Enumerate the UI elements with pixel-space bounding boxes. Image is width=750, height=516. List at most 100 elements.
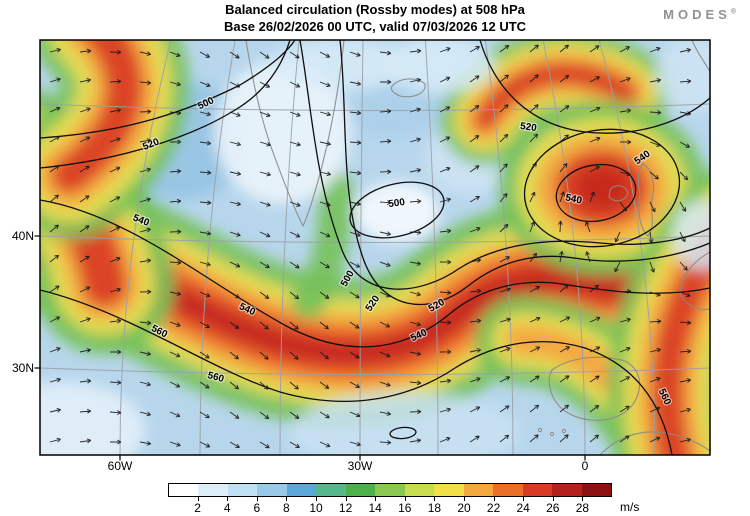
colorbar-tick-label: 4 <box>223 501 231 515</box>
colorbar-tick-label: 10 <box>309 501 323 515</box>
meridian-line <box>598 40 656 455</box>
colorbar-tick <box>582 497 584 501</box>
colorbar-tick-label: 8 <box>283 501 290 515</box>
map-panel: 500 520 540 540 540 560 560 560 520 520 500 500 540 5… <box>34 39 711 461</box>
colorbar-cells <box>168 483 612 497</box>
speed-blob <box>385 40 495 93</box>
colorbar-tick-label: 28 <box>575 501 590 515</box>
modes-logo-text: MODES <box>663 7 731 22</box>
speed-band <box>474 62 636 131</box>
colorbar-tick <box>316 497 317 501</box>
colorbar-tick <box>345 497 347 501</box>
colorbar-tick <box>256 497 258 501</box>
colorbar-tick-label: 24 <box>516 501 530 515</box>
speed-blob <box>270 40 410 91</box>
colorbar-tick-label: 16 <box>398 501 412 515</box>
island <box>549 431 555 437</box>
meridian-line <box>484 40 514 455</box>
meridian-line <box>119 40 172 455</box>
axis-tick-layer <box>34 235 586 461</box>
lat-tick-label: 40N <box>11 229 34 243</box>
modes-logo-mark: ® <box>730 8 736 16</box>
speed-band <box>651 229 710 455</box>
colorbar-cell <box>522 484 553 496</box>
height-contour <box>40 40 296 139</box>
colorbar-tick-label: 22 <box>486 501 501 515</box>
colorbar-cell <box>257 484 287 496</box>
colorbar-cell <box>404 484 435 496</box>
lon-tick-label: 0 <box>581 459 589 473</box>
meridian-line <box>359 40 364 455</box>
coastline <box>599 431 710 455</box>
colorbar: m/s 2 4 6 8 10 12 14 16 18 20 22 24 26 28 <box>168 483 639 515</box>
meridian-line <box>279 40 300 455</box>
colorbar-tick-label: 12 <box>338 501 353 515</box>
speed-blob <box>40 382 145 455</box>
colorbar-tick <box>434 497 436 501</box>
colorbar-tick-label: 2 <box>194 501 201 515</box>
colorbar-tick <box>404 497 406 501</box>
contour-label: 520 <box>519 121 537 134</box>
contour-label: 540 <box>564 192 583 206</box>
colorbar-tick <box>523 497 525 501</box>
colorbar-tick <box>375 497 377 501</box>
colorbar-tick-label: 18 <box>427 501 442 515</box>
height-contour <box>479 40 710 134</box>
chart-subtitle: Base 26/02/2026 00 UTC, valid 07/03/2026… <box>223 19 527 34</box>
colorbar-cell <box>434 484 464 496</box>
colorbar-unit-label: m/s <box>620 500 640 514</box>
modes-logo: MODES® <box>663 7 736 22</box>
contour-label: 500 <box>388 197 406 210</box>
height-contour <box>389 426 417 440</box>
parallel-line <box>40 103 710 111</box>
coastline <box>691 40 710 73</box>
height-contour <box>40 289 673 455</box>
colorbar-cell <box>493 484 523 496</box>
speed-band <box>291 171 353 319</box>
colorbar-tick-label: 26 <box>546 501 560 515</box>
colorbar-cell <box>286 484 317 496</box>
coastline <box>680 251 710 311</box>
colorbar-cell <box>227 484 258 496</box>
height-contour <box>523 128 681 248</box>
lat-tick-label: 30N <box>11 361 34 375</box>
colorbar-tick <box>493 497 495 501</box>
colorbar-cell <box>463 484 494 496</box>
height-contour <box>40 199 710 348</box>
speed-blob <box>655 40 710 113</box>
colorbar-tick <box>286 497 288 501</box>
coastline <box>390 78 426 98</box>
coastline <box>637 163 655 237</box>
colorbar-tick <box>227 497 229 501</box>
map-frame <box>39 39 711 456</box>
meridian-line <box>199 40 236 455</box>
meridian-line <box>542 40 586 455</box>
lon-tick-label: 30W <box>347 459 373 473</box>
height-contour <box>339 40 710 306</box>
speed-blob <box>672 200 710 270</box>
colorbar-tick-label: 6 <box>253 501 261 515</box>
island <box>537 427 543 433</box>
chart-title: Balanced circulation (Rossby modes) at 5… <box>225 2 525 17</box>
wind-arrows <box>49 44 692 449</box>
colorbar-tick <box>552 497 554 501</box>
speed-blob <box>355 182 439 242</box>
height-contour <box>349 181 445 239</box>
colorbar-tick <box>464 497 465 501</box>
island <box>561 428 567 434</box>
parallel-line <box>40 367 710 375</box>
colorbar-cell <box>169 484 199 496</box>
wind-arrow-layer <box>49 44 692 449</box>
lon-tick-label: 60W <box>107 459 133 473</box>
colorbar-cell <box>198 484 228 496</box>
colorbar-cell <box>316 484 346 496</box>
colorbar-cell <box>581 484 612 496</box>
colorbar-cell <box>375 484 405 496</box>
speed-ring <box>574 166 630 210</box>
speed-band <box>52 40 143 193</box>
colorbar-tick-label: 14 <box>368 501 382 515</box>
coastline <box>608 185 629 202</box>
